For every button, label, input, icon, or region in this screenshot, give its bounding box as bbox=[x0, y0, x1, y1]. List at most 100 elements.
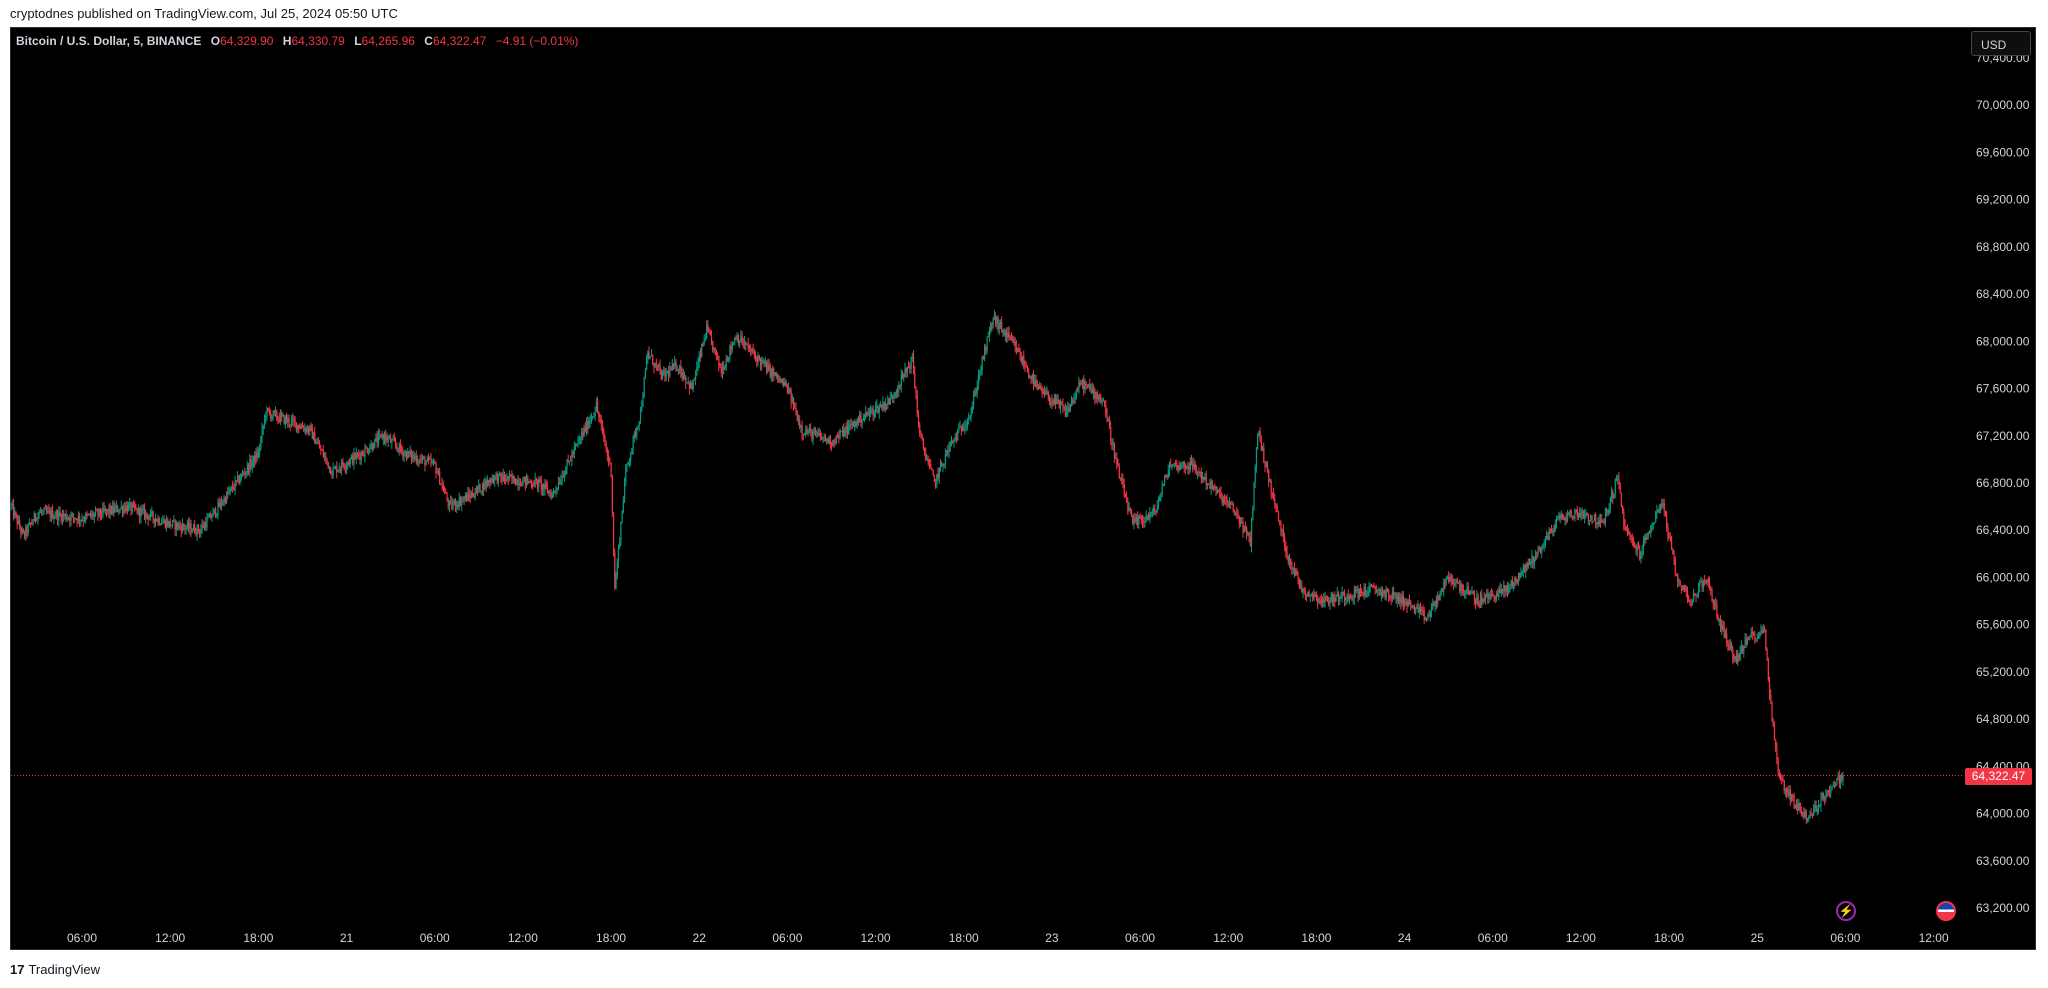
candle-body bbox=[349, 458, 351, 464]
candle-body bbox=[786, 385, 789, 393]
candle-body bbox=[1284, 537, 1286, 547]
candle-body bbox=[873, 413, 876, 416]
candle-body bbox=[909, 367, 911, 369]
candle-body bbox=[1718, 619, 1721, 621]
candle-body bbox=[1276, 506, 1278, 512]
candle-body bbox=[721, 367, 724, 374]
candle-body bbox=[164, 519, 166, 528]
candle-body bbox=[936, 474, 938, 485]
candle-body bbox=[919, 423, 921, 433]
candle-body bbox=[1312, 593, 1314, 599]
candle-body bbox=[1320, 600, 1323, 603]
candle-body bbox=[883, 402, 885, 410]
candle-body bbox=[284, 416, 287, 424]
candle-body bbox=[834, 442, 836, 444]
symbol-name[interactable]: Bitcoin / U.S. Dollar, 5, BINANCE bbox=[16, 34, 202, 48]
candle-body bbox=[658, 365, 660, 367]
candle-body bbox=[926, 459, 928, 461]
candle-body bbox=[1124, 494, 1127, 498]
candle-body bbox=[692, 379, 694, 390]
us-flag-icon[interactable] bbox=[1936, 901, 1956, 921]
candle-body bbox=[295, 422, 298, 430]
candle-body bbox=[1328, 600, 1330, 605]
candle-body bbox=[830, 445, 833, 447]
candle-body bbox=[1369, 585, 1371, 587]
candle-body bbox=[746, 343, 748, 345]
candle-body bbox=[958, 426, 960, 431]
candle-body bbox=[143, 508, 146, 518]
x-tick-label: 12:00 bbox=[508, 931, 538, 945]
candle-body bbox=[103, 507, 105, 511]
candle-body bbox=[1367, 592, 1369, 596]
candle-body bbox=[1380, 592, 1383, 596]
candle-body bbox=[999, 322, 1002, 324]
candle-body bbox=[1612, 491, 1614, 499]
candle-body bbox=[354, 453, 356, 460]
candle-body bbox=[377, 434, 380, 444]
candle-body bbox=[1363, 586, 1365, 596]
candle-body bbox=[892, 395, 894, 398]
candle-body bbox=[1808, 817, 1810, 819]
currency-selector[interactable]: USD bbox=[1971, 31, 2031, 56]
candle-body bbox=[790, 390, 792, 403]
candle-body bbox=[757, 355, 759, 363]
candle-body bbox=[796, 411, 798, 421]
candle-body bbox=[804, 434, 806, 436]
candle-body bbox=[1477, 596, 1479, 604]
candle-body bbox=[485, 480, 487, 486]
candle-body bbox=[1129, 507, 1131, 511]
candle-body bbox=[715, 349, 718, 356]
chart-area[interactable] bbox=[10, 27, 2036, 950]
candle-body bbox=[104, 509, 106, 511]
candle-body bbox=[1353, 588, 1356, 599]
candle-body bbox=[1835, 783, 1837, 786]
candle-body bbox=[1608, 509, 1610, 514]
candle-body bbox=[484, 480, 486, 491]
candle-body bbox=[1646, 534, 1648, 540]
candle-body bbox=[595, 402, 598, 412]
candle-body bbox=[495, 474, 497, 476]
candle-body bbox=[588, 422, 590, 429]
candle-body bbox=[12, 504, 15, 516]
candle-body bbox=[1356, 589, 1358, 592]
candle-body bbox=[1035, 380, 1037, 383]
candle-body bbox=[304, 427, 306, 431]
candle-body bbox=[1491, 594, 1493, 596]
tradingview-footer[interactable]: 17 TradingView bbox=[10, 962, 100, 977]
candle-body bbox=[192, 525, 195, 531]
candle-body bbox=[180, 526, 182, 532]
candle-body bbox=[1355, 588, 1357, 592]
lightning-icon[interactable]: ⚡ bbox=[1836, 901, 1856, 921]
candle-body bbox=[1157, 500, 1160, 506]
candle-body bbox=[870, 409, 872, 413]
candle-body bbox=[577, 441, 579, 444]
y-tick-label: 67,200.00 bbox=[1976, 429, 2030, 443]
candle-body bbox=[1459, 583, 1461, 592]
candle-body bbox=[414, 456, 416, 458]
candle-body bbox=[775, 373, 778, 377]
candle-body bbox=[718, 355, 720, 366]
candle-body bbox=[87, 514, 89, 516]
candle-body bbox=[53, 517, 55, 519]
candle-body bbox=[632, 437, 634, 449]
candle-body bbox=[893, 397, 895, 399]
candle-body bbox=[657, 364, 659, 367]
candle-body bbox=[1803, 812, 1805, 817]
candle-body bbox=[294, 421, 296, 423]
candle-body bbox=[773, 372, 775, 376]
candle-body bbox=[660, 370, 662, 379]
candle-body bbox=[1345, 598, 1347, 601]
candle-body bbox=[1009, 336, 1011, 338]
candle-body bbox=[451, 501, 453, 508]
candle-body bbox=[1588, 520, 1591, 522]
candle-body bbox=[1442, 589, 1444, 591]
candle-body bbox=[353, 453, 355, 464]
candle-body bbox=[965, 425, 967, 427]
candle-body bbox=[1178, 465, 1180, 470]
candle-body bbox=[916, 395, 918, 414]
candle-body bbox=[118, 511, 120, 513]
candle-body bbox=[146, 512, 148, 516]
candle-body bbox=[1371, 585, 1373, 587]
candle-body bbox=[513, 476, 516, 484]
